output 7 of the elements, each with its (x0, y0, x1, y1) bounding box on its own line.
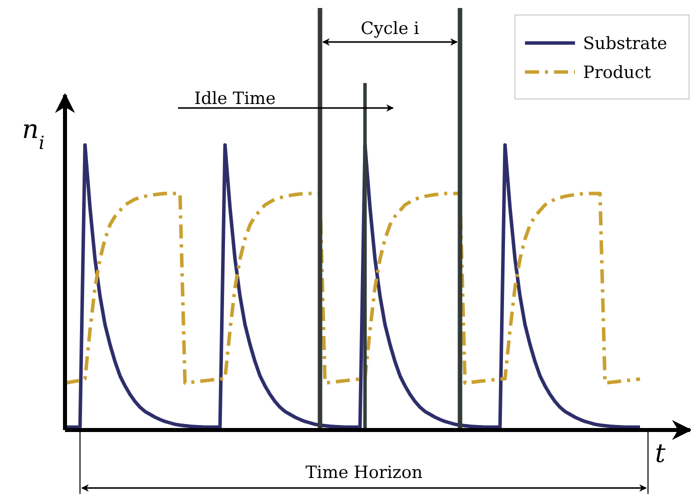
y-axis-title: n$_{i}$ (22, 115, 45, 154)
text: Idle Time (194, 89, 276, 109)
x-axis-title: t (655, 439, 666, 469)
text: Time Horizon (305, 463, 423, 483)
text: Cycle i (360, 19, 420, 39)
legend-label: Substrate (583, 34, 668, 54)
legend-label: Product (583, 63, 652, 83)
